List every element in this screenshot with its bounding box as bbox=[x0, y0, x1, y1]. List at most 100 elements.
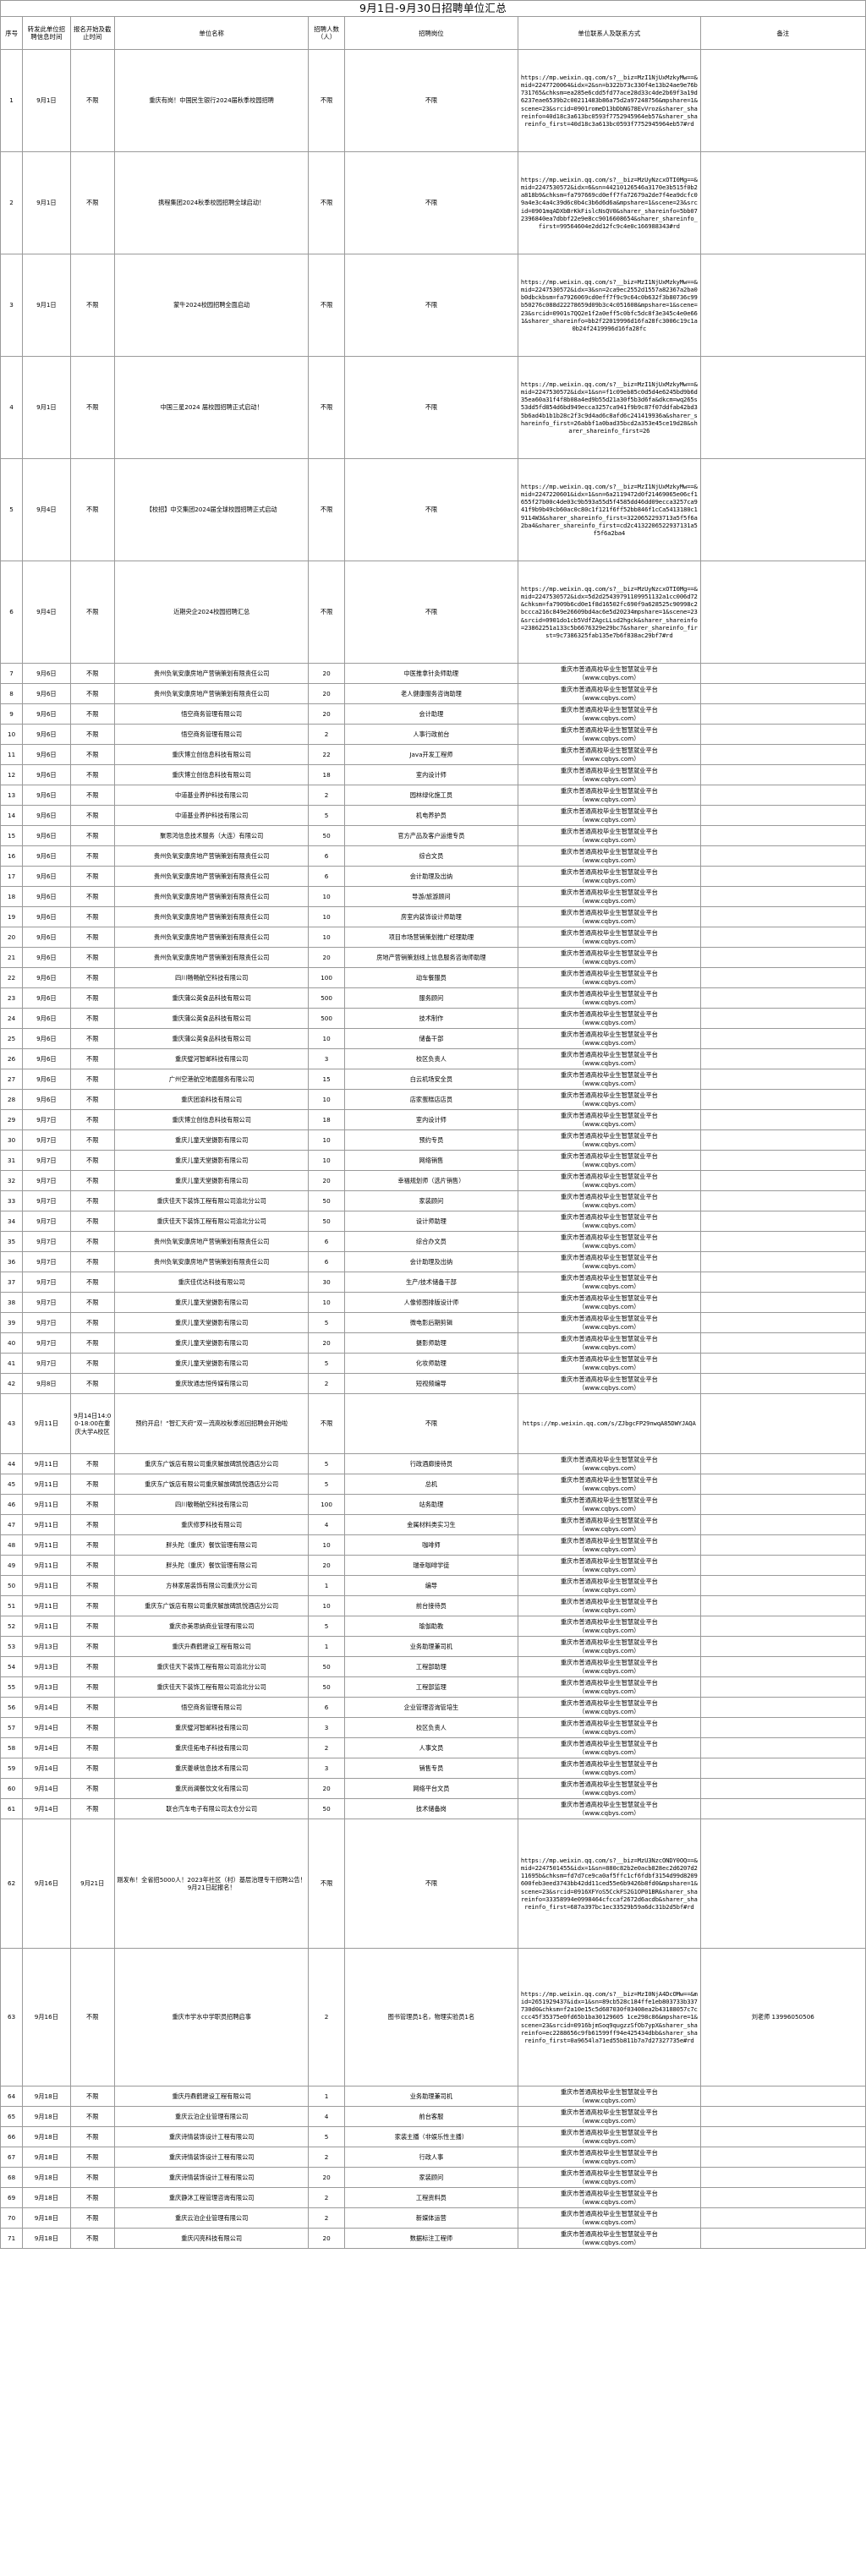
cell-index: 45 bbox=[0, 1474, 24, 1495]
platform-url: （www.cqbys.com） bbox=[578, 1565, 640, 1573]
cell-contact-link[interactable]: https://mp.weixin.qq.com/s?__biz=MzUyNzc… bbox=[518, 561, 701, 664]
cell-index: 28 bbox=[0, 1089, 24, 1110]
table-head: 9月1日-9月30日招聘单位汇总 序号 转发此单位招聘信息时间 报名开始及截止时… bbox=[0, 0, 866, 50]
cell-contact-platform[interactable]: 重庆市普通高校毕业生智慧就业平台 （www.cqbys.com） bbox=[518, 1272, 701, 1293]
cell-contact-platform[interactable]: 重庆市普通高校毕业生智慧就业平台 （www.cqbys.com） bbox=[518, 1717, 701, 1738]
cell-contact-link[interactable]: https://mp.weixin.qq.com/s?__biz=MzU3Nzc… bbox=[518, 1819, 701, 1949]
cell-contact-platform[interactable]: 重庆市普通高校毕业生智慧就业平台 （www.cqbys.com） bbox=[518, 2126, 701, 2147]
cell-contact-platform[interactable]: 重庆市普通高校毕业生智慧就业平台 （www.cqbys.com） bbox=[518, 987, 701, 1009]
cell-contact-platform[interactable]: 重庆市普通高校毕业生智慧就业平台 （www.cqbys.com） bbox=[518, 1778, 701, 1799]
cell-contact-platform[interactable]: 重庆市普通高校毕业生智慧就业平台 （www.cqbys.com） bbox=[518, 1008, 701, 1029]
cell-contact-link[interactable]: https://mp.weixin.qq.com/s?__biz=MzI1NjU… bbox=[518, 458, 701, 561]
cell-contact-platform[interactable]: 重庆市普通高校毕业生智慧就业平台 （www.cqbys.com） bbox=[518, 886, 701, 907]
cell-contact-link[interactable]: https://mp.weixin.qq.com/s?__biz=MzI1NjU… bbox=[518, 254, 701, 357]
cell-contact-platform[interactable]: 重庆市普通高校毕业生智慧就业平台 （www.cqbys.com） bbox=[518, 927, 701, 948]
cell-contact-platform[interactable]: 重庆市普通高校毕业生智慧就业平台 （www.cqbys.com） bbox=[518, 1758, 701, 1779]
cell-index: 66 bbox=[0, 2126, 24, 2147]
cell-contact-platform[interactable]: 重庆市普通高校毕业生智慧就业平台 （www.cqbys.com） bbox=[518, 1211, 701, 1232]
cell-contact-link[interactable]: https://mp.weixin.qq.com/s?__biz=MzI0NjA… bbox=[518, 1948, 701, 2087]
cell-contact-platform[interactable]: 重庆市普通高校毕业生智慧就业平台 （www.cqbys.com） bbox=[518, 1028, 701, 1049]
table-row: 56 9月14日 不限 悟空商务管理有限公司 6 企业管理咨询管培生 重庆市普通高校毕业生智… bbox=[0, 1697, 866, 1718]
cell-contact-platform[interactable]: 重庆市普通高校毕业生智慧就业平台 （www.cqbys.com） bbox=[518, 1616, 701, 1637]
cell-contact-platform[interactable]: 重庆市普通高校毕业生智慧就业平台 （www.cqbys.com） bbox=[518, 1737, 701, 1758]
cell-contact-platform[interactable]: 重庆市普通高校毕业生智慧就业平台 （www.cqbys.com） bbox=[518, 1474, 701, 1495]
platform-url: （www.cqbys.com） bbox=[578, 1241, 640, 1250]
cell-contact-link[interactable]: https://mp.weixin.qq.com/s?__biz=MzI1NjU… bbox=[518, 356, 701, 459]
cell-contact-platform[interactable]: 重庆市普通高校毕业生智慧就业平台 （www.cqbys.com） bbox=[518, 1636, 701, 1657]
cell-contact-platform[interactable]: 重庆市普通高校毕业生智慧就业平台 （www.cqbys.com） bbox=[518, 1048, 701, 1069]
cell-index: 37 bbox=[0, 1272, 24, 1293]
cell-contact-platform[interactable]: 重庆市普通高校毕业生智慧就业平台 （www.cqbys.com） bbox=[518, 1089, 701, 1110]
platform-url: （www.cqbys.com） bbox=[578, 977, 640, 986]
cell-contact-platform[interactable]: 重庆市普通高校毕业生智慧就业平台 （www.cqbys.com） bbox=[518, 1798, 701, 1819]
cell-contact-platform[interactable]: 重庆市普通高校毕业生智慧就业平台 （www.cqbys.com） bbox=[518, 906, 701, 927]
cell-contact-platform[interactable]: 重庆市普通高校毕业生智慧就业平台 （www.cqbys.com） bbox=[518, 2086, 701, 2107]
platform-url: （www.cqbys.com） bbox=[578, 1079, 640, 1087]
cell-contact-platform[interactable]: 重庆市普通高校毕业生智慧就业平台 （www.cqbys.com） bbox=[518, 1534, 701, 1556]
cell-contact-platform[interactable]: 重庆市普通高校毕业生智慧就业平台 （www.cqbys.com） bbox=[518, 744, 701, 765]
cell-publish-date: 9月6日 bbox=[22, 663, 71, 684]
cell-contact-platform[interactable]: 重庆市普通高校毕业生智慧就业平台 （www.cqbys.com） bbox=[518, 703, 701, 725]
cell-contact-platform[interactable]: 重庆市普通高校毕业生智慧就业平台 （www.cqbys.com） bbox=[518, 2147, 701, 2168]
cell-contact-platform[interactable]: 重庆市普通高校毕业生智慧就业平台 （www.cqbys.com） bbox=[518, 947, 701, 968]
cell-index: 1 bbox=[0, 49, 24, 152]
cell-contact-platform[interactable]: 重庆市普通高校毕业生智慧就业平台 （www.cqbys.com） bbox=[518, 1292, 701, 1313]
cell-contact-platform[interactable]: 重庆市普通高校毕业生智慧就业平台 （www.cqbys.com） bbox=[518, 785, 701, 806]
cell-headcount: 10 bbox=[308, 1292, 345, 1313]
cell-contact-platform[interactable]: 重庆市普通高校毕业生智慧就业平台 （www.cqbys.com） bbox=[518, 663, 701, 684]
cell-deadline: 不限 bbox=[69, 1697, 115, 1718]
cell-contact-link[interactable]: https://mp.weixin.qq.com/s?__biz=MzI1NjU… bbox=[518, 49, 701, 152]
cell-index: 21 bbox=[0, 947, 24, 968]
platform-name: 重庆市普通高校毕业生智慧就业平台 bbox=[560, 970, 658, 978]
cell-contact-platform[interactable]: 重庆市普通高校毕业生智慧就业平台 （www.cqbys.com） bbox=[518, 764, 701, 785]
cell-contact-platform[interactable]: 重庆市普通高校毕业生智慧就业平台 （www.cqbys.com） bbox=[518, 1697, 701, 1718]
cell-contact-platform[interactable]: 重庆市普通高校毕业生智慧就业平台 （www.cqbys.com） bbox=[518, 845, 701, 867]
cell-contact-platform[interactable]: 重庆市普通高校毕业生智慧就业平台 （www.cqbys.com） bbox=[518, 1251, 701, 1272]
cell-contact-platform[interactable]: 重庆市普通高校毕业生智慧就业平台 （www.cqbys.com） bbox=[518, 1494, 701, 1515]
cell-contact-platform[interactable]: 重庆市普通高校毕业生智慧就业平台 （www.cqbys.com） bbox=[518, 1373, 701, 1394]
cell-contact-platform[interactable]: 重庆市普通高校毕业生智慧就业平台 （www.cqbys.com） bbox=[518, 1656, 701, 1677]
cell-contact-platform[interactable]: 重庆市普通高校毕业生智慧就业平台 （www.cqbys.com） bbox=[518, 1312, 701, 1333]
cell-contact-platform[interactable]: 重庆市普通高校毕业生智慧就业平台 （www.cqbys.com） bbox=[518, 805, 701, 826]
cell-contact-platform[interactable]: 重庆市普通高校毕业生智慧就业平台 （www.cqbys.com） bbox=[518, 2167, 701, 2188]
cell-contact-platform[interactable]: 重庆市普通高校毕业生智慧就业平台 （www.cqbys.com） bbox=[518, 1332, 701, 1354]
cell-note bbox=[699, 2126, 866, 2147]
cell-contact-platform[interactable]: 重庆市普通高校毕业生智慧就业平台 （www.cqbys.com） bbox=[518, 2187, 701, 2208]
cell-contact-platform[interactable]: 重庆市普通高校毕业生智慧就业平台 （www.cqbys.com） bbox=[518, 2207, 701, 2229]
cell-contact-platform[interactable]: 重庆市普通高校毕业生智慧就业平台 （www.cqbys.com） bbox=[518, 1353, 701, 1374]
cell-contact-platform[interactable]: 重庆市普通高校毕业生智慧就业平台 （www.cqbys.com） bbox=[518, 1575, 701, 1596]
cell-contact-platform[interactable]: 重庆市普通高校毕业生智慧就业平台 （www.cqbys.com） bbox=[518, 1109, 701, 1130]
cell-contact-platform[interactable]: 重庆市普通高校毕业生智慧就业平台 （www.cqbys.com） bbox=[518, 724, 701, 745]
cell-contact-platform[interactable]: 重庆市普通高校毕业生智慧就业平台 （www.cqbys.com） bbox=[518, 2228, 701, 2249]
cell-contact-platform[interactable]: 重庆市普通高校毕业生智慧就业平台 （www.cqbys.com） bbox=[518, 1170, 701, 1191]
cell-contact-platform[interactable]: 重庆市普通高校毕业生智慧就业平台 （www.cqbys.com） bbox=[518, 1555, 701, 1576]
cell-contact-link[interactable]: https://mp.weixin.qq.com/s/ZJbgcFP29nwqA… bbox=[518, 1393, 701, 1454]
cell-deadline: 不限 bbox=[69, 1373, 115, 1394]
cell-position: 服务顾问 bbox=[343, 987, 519, 1009]
cell-contact-platform[interactable]: 重庆市普通高校毕业生智慧就业平台 （www.cqbys.com） bbox=[518, 1069, 701, 1090]
cell-contact-platform[interactable]: 重庆市普通高校毕业生智慧就业平台 （www.cqbys.com） bbox=[518, 1231, 701, 1252]
cell-contact-platform[interactable]: 重庆市普通高校毕业生智慧就业平台 （www.cqbys.com） bbox=[518, 967, 701, 988]
cell-contact-platform[interactable]: 重庆市普通高校毕业生智慧就业平台 （www.cqbys.com） bbox=[518, 1453, 701, 1474]
cell-organization: 刚发布！全省招5000人！2023年社区（村）基层治理专干招聘公告！9月21日起… bbox=[113, 1819, 310, 1949]
cell-contact-platform[interactable]: 重庆市普通高校毕业生智慧就业平台 （www.cqbys.com） bbox=[518, 1676, 701, 1698]
cell-contact-platform[interactable]: 重庆市普通高校毕业生智慧就业平台 （www.cqbys.com） bbox=[518, 1514, 701, 1535]
cell-contact-platform[interactable]: 重庆市普通高校毕业生智慧就业平台 （www.cqbys.com） bbox=[518, 1150, 701, 1171]
cell-position: 室内设计师 bbox=[343, 764, 519, 785]
cell-headcount: 18 bbox=[308, 1109, 345, 1130]
cell-contact-platform[interactable]: 重庆市普通高校毕业生智慧就业平台 （www.cqbys.com） bbox=[518, 683, 701, 704]
cell-position: 编导 bbox=[343, 1575, 519, 1596]
cell-contact-platform[interactable]: 重庆市普通高校毕业生智慧就业平台 （www.cqbys.com） bbox=[518, 825, 701, 846]
cell-contact-platform[interactable]: 重庆市普通高校毕业生智慧就业平台 （www.cqbys.com） bbox=[518, 866, 701, 887]
cell-note bbox=[699, 703, 866, 725]
cell-position: 瑞幸咖啡学徒 bbox=[343, 1555, 519, 1576]
cell-position: 不限 bbox=[343, 356, 519, 459]
cell-contact-platform[interactable]: 重庆市普通高校毕业生智慧就业平台 （www.cqbys.com） bbox=[518, 1190, 701, 1211]
cell-position: 图书管理员1名，物理实验员1名 bbox=[343, 1948, 519, 2087]
cell-position: 会计助理 bbox=[343, 703, 519, 725]
cell-contact-platform[interactable]: 重庆市普通高校毕业生智慧就业平台 （www.cqbys.com） bbox=[518, 2106, 701, 2127]
cell-contact-platform[interactable]: 重庆市普通高校毕业生智慧就业平台 （www.cqbys.com） bbox=[518, 1129, 701, 1151]
cell-contact-link[interactable]: https://mp.weixin.qq.com/s?__biz=MzUyNzc… bbox=[518, 151, 701, 254]
cell-publish-date: 9月6日 bbox=[22, 805, 71, 826]
cell-contact-platform[interactable]: 重庆市普通高校毕业生智慧就业平台 （www.cqbys.com） bbox=[518, 1595, 701, 1616]
